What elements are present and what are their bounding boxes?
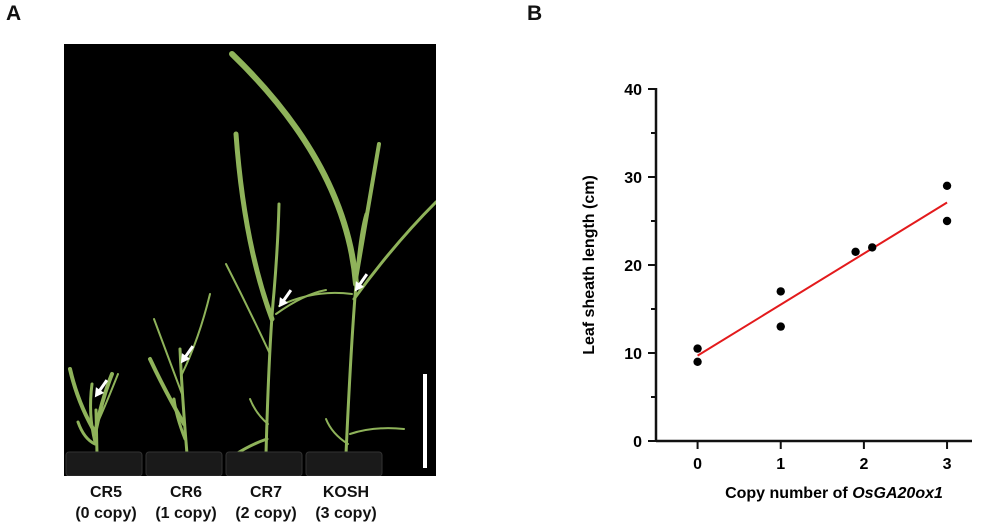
y-tick-label: 0 <box>633 434 642 451</box>
plant-copy: (1 copy) <box>155 505 217 522</box>
plant-label-cr5: CR5 (0 copy) <box>64 482 148 524</box>
pot-kosh <box>305 451 383 476</box>
data-point <box>776 287 785 296</box>
pot-cr5 <box>65 451 143 476</box>
data-point <box>942 181 952 190</box>
arrow-icon <box>354 273 369 292</box>
y-tick-label: 10 <box>624 346 642 363</box>
x-axis-label: Copy number of OsGA20ox1 <box>725 485 943 502</box>
panel-label-a: A <box>6 2 22 25</box>
x-tick-label: 1 <box>776 456 785 473</box>
arrow-icon <box>180 345 195 364</box>
data-point <box>851 247 860 256</box>
plant-label-cr7: CR7 (2 copy) <box>224 482 308 524</box>
data-point <box>693 357 702 366</box>
data-point <box>942 216 952 226</box>
x-tick-label: 2 <box>859 456 868 473</box>
arrow-icon <box>94 379 109 398</box>
y-tick-label: 30 <box>624 170 642 187</box>
regression-line <box>697 201 948 357</box>
y-axis-label: Leaf sheath length (cm) <box>581 175 598 355</box>
plant-photo <box>64 44 436 476</box>
x-tick-label: 3 <box>943 456 952 473</box>
plant-cr5 <box>68 367 119 456</box>
plant-copy: (2 copy) <box>235 505 297 522</box>
scale-bar <box>423 374 427 468</box>
plant-label-kosh: KOSH (3 copy) <box>304 482 388 524</box>
arrow-icon <box>278 289 293 308</box>
panel-label-b: B <box>527 2 543 25</box>
y-tick-label: 40 <box>624 82 642 99</box>
data-point <box>868 243 877 252</box>
plant-name: KOSH <box>322 484 370 501</box>
y-tick-label: 20 <box>624 258 642 275</box>
data-point <box>776 322 785 331</box>
x-tick-label: 0 <box>693 456 702 473</box>
pot-cr7 <box>225 451 303 476</box>
plant-copy: (0 copy) <box>75 505 137 522</box>
scatter-chart: 0 10 20 30 40 0 1 2 3 Leaf sheath length (cm) Co… <box>581 82 972 502</box>
photo-background <box>64 44 436 476</box>
plant-label-cr6: CR6 (1 copy) <box>144 482 228 524</box>
x-axis-label-prefix: Copy number of <box>725 485 852 502</box>
plant-name: CR6 <box>169 484 202 501</box>
x-axis-label-gene: OsGA20ox1 <box>852 485 943 502</box>
plant-name: CR7 <box>249 484 282 501</box>
data-point <box>693 344 702 353</box>
plant-name: CR5 <box>89 484 122 501</box>
plant-cr6 <box>148 293 211 456</box>
plant-copy: (3 copy) <box>315 505 377 522</box>
pot-cr6 <box>145 451 223 476</box>
